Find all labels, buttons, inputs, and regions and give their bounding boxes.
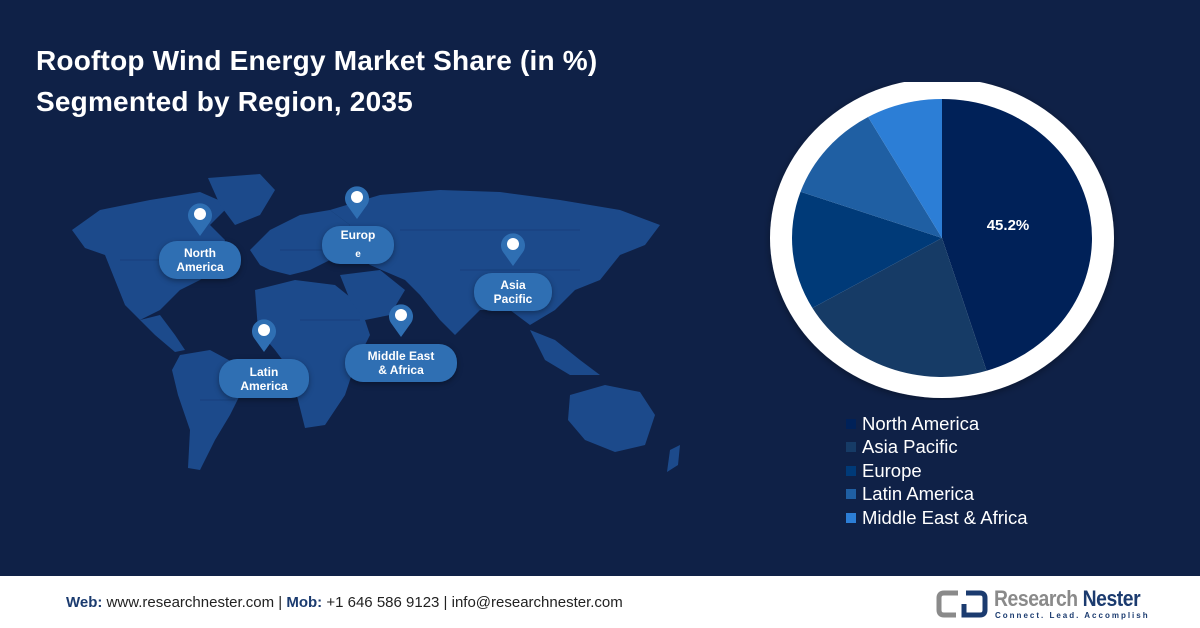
legend-item-middle-east-africa: Middle East & Africa (846, 506, 1028, 530)
pin-label: Middle East (367, 349, 435, 363)
infographic-panel: Rooftop Wind Energy Market Share (in %) … (36, 40, 1114, 530)
legend-swatch (846, 442, 856, 453)
logo-name-research: Research (994, 586, 1083, 611)
pin-label: Asia (500, 278, 526, 292)
chart-legend: North America Asia Pacific Europe Latin … (846, 412, 1028, 530)
pin-label: America (176, 260, 224, 274)
legend-swatch (846, 512, 856, 523)
world-map (72, 174, 680, 472)
pill-middle-east-africa: Middle East & Africa (345, 344, 457, 382)
legend-swatch (846, 418, 856, 429)
mob-label: Mob: (286, 594, 323, 611)
pin-label: Pacific (493, 292, 533, 306)
logo-name-nester: Nester (1082, 586, 1141, 611)
legend-swatch (846, 465, 856, 476)
map-pin-icon (345, 186, 369, 219)
pin-label: America (240, 378, 288, 393)
pie-data-label: 45.2% (987, 217, 1030, 234)
pin-label: North (184, 246, 216, 260)
legend-label: Europe (862, 459, 922, 481)
web-label: Web: (66, 594, 103, 611)
pie-slice-asia-pacific (812, 238, 987, 377)
map-pin-icon (188, 203, 212, 236)
legend-swatch (846, 489, 856, 500)
title-line-2: Segmented by Region, 2035 (36, 86, 413, 117)
map-pin-icon (252, 319, 276, 352)
chart-title: Rooftop Wind Energy Market Share (in %) … (36, 40, 597, 122)
legend-item-latin-america: Latin America (846, 483, 1028, 507)
pie-slice-latin-america (800, 117, 942, 238)
pie-slice-middle-east-africa (868, 99, 942, 238)
legend-label: Latin America (862, 483, 975, 505)
contact-info: Web: www.researchnester.com | Mob: +1 64… (66, 594, 623, 611)
legend-item-europe: Europe (846, 459, 1028, 483)
footer: Web: www.researchnester.com | Mob: +1 64… (0, 576, 1200, 628)
legend-item-asia-pacific: Asia Pacific (846, 436, 1028, 460)
pie-slice-north-america (942, 99, 1092, 371)
logo-name: Research Nester (994, 586, 1141, 612)
pie-chart: 45.2% (770, 82, 1114, 398)
map-pin-icon (389, 304, 413, 337)
phone-email[interactable]: +1 646 586 9123 | info@researchnester.co… (322, 594, 623, 611)
pin-label: Latin (249, 364, 279, 379)
legend-item-north-america: North America (846, 412, 1028, 436)
legend-label: North America (862, 412, 980, 434)
pill-europe: Europ e (322, 226, 394, 264)
logo-tagline: Connect. Lead. Accomplish (995, 611, 1150, 620)
pill-north-america: North America (159, 241, 241, 279)
legend-label: Middle East & Africa (862, 506, 1028, 528)
map-pin-icon (501, 233, 525, 266)
legend-label: Asia Pacific (862, 436, 958, 458)
research-nester-logo: Research Nester Connect. Lead. Accomplis… (936, 586, 1148, 622)
pin-label: & Africa (378, 363, 424, 377)
pill-asia-pacific: Asia Pacific (474, 273, 552, 311)
title-line-1: Rooftop Wind Energy Market Share (in %) (36, 45, 598, 76)
pin-label: Europ (340, 228, 376, 242)
web-link[interactable]: www.researchnester.com | (102, 594, 287, 611)
pin-label: e (355, 249, 361, 260)
pill-latin-america: Latin America (219, 359, 309, 398)
logo-mark-icon (936, 590, 988, 618)
pie-slice-europe (792, 191, 942, 309)
